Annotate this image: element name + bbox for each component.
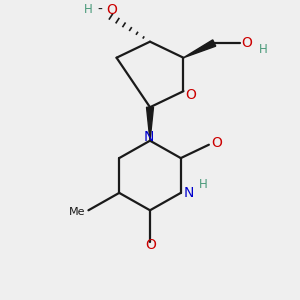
Text: O: O	[145, 238, 156, 252]
Polygon shape	[146, 107, 154, 141]
Text: Me: Me	[69, 207, 86, 217]
Text: O: O	[211, 136, 222, 150]
Text: H: H	[259, 43, 268, 56]
Text: H: H	[83, 3, 92, 16]
Text: H: H	[199, 178, 208, 191]
Text: O: O	[185, 88, 197, 102]
Text: O: O	[106, 2, 117, 16]
Polygon shape	[184, 40, 216, 58]
Text: N: N	[184, 186, 194, 200]
Text: N: N	[143, 130, 154, 144]
Text: -: -	[97, 2, 102, 16]
Text: O: O	[241, 36, 252, 50]
